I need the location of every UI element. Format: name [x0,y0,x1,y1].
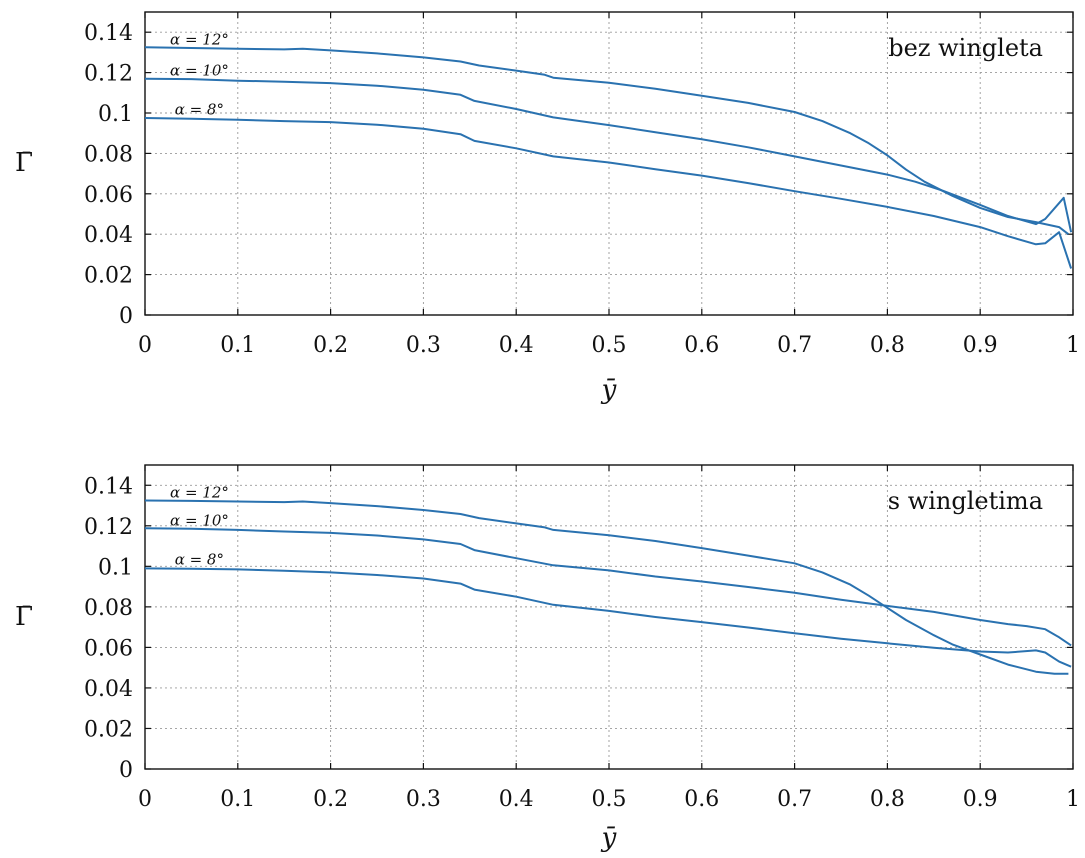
x-tick-label: 0.8 [870,333,905,358]
y-tick-label: 0.14 [84,474,133,499]
y-tick-label: 0.1 [98,102,133,127]
x-tick-label: 0.7 [777,333,812,358]
x-tick-label: 0.5 [592,787,627,812]
series-line-0 [144,46,1070,235]
y-tick-label: 0.14 [84,21,133,46]
series-line-1 [144,77,1073,233]
y-tick-label: 0 [119,758,133,783]
y-tick-label: 0.04 [84,677,133,702]
x-tick-label: 0.8 [870,787,905,812]
series-label: α = 8° [175,551,224,569]
y-tick-label: 0.06 [84,183,133,208]
chart-panel-no-winglet: 0 0.1 0.2 0.3 0.4 0.5 0.6 0.7 0.8 0.9 1 0 0.02 0.04 0.… [15,11,1080,405]
x-tick-label: 0 [138,787,152,812]
x-tick-label: 0.3 [406,787,441,812]
series-line-0 [144,499,1069,675]
x-tick-label: 0.2 [313,333,348,358]
x-axis-label: ȳ [601,375,617,405]
x-tick-label: 1 [1066,333,1080,358]
y-axis-label: Γ̄ [15,602,33,632]
series-label: α = 12° [170,30,229,48]
y-tick-label: 0.06 [84,636,133,661]
x-tick-label: 0.9 [963,787,998,812]
series-line-1 [144,527,1072,647]
x-tick-label: 0.5 [592,333,627,358]
y-tick-label: 0.1 [98,555,133,580]
series-label: α = 10° [170,62,229,80]
y-tick-label: 0.08 [84,596,133,621]
y-tick-label: 0.04 [84,223,133,248]
series-label: α = 10° [170,512,229,530]
series-line-2 [144,117,1073,269]
x-tick-label: 0.6 [684,333,719,358]
series-line-2 [144,567,1072,668]
x-tick-label: 0.9 [963,333,998,358]
x-tick-label: 1 [1066,787,1080,812]
y-tick-label: 0 [119,304,133,329]
x-tick-label: 0.6 [684,787,719,812]
x-tick-label: 0.1 [220,333,255,358]
y-tick-label: 0.02 [84,717,133,742]
y-axis-label: Γ̄ [15,148,33,178]
x-tick-label: 0.3 [406,333,441,358]
x-tick-label: 0.4 [499,333,534,358]
x-axis-label: ȳ [601,823,617,853]
series-label: α = 8° [175,101,224,119]
y-tick-label: 0.08 [84,142,133,167]
chart-panel-with-winglets: 0 0.1 0.2 0.3 0.4 0.5 0.6 0.7 0.8 0.9 1 0 0.02 0.04 0.… [15,464,1080,853]
y-tick-label: 0.12 [84,62,133,87]
x-tick-label: 0.1 [220,787,255,812]
x-tick-label: 0 [138,333,152,358]
y-tick-label: 0.02 [84,264,133,289]
panel-title: s wingletima [888,487,1043,515]
x-tick-label: 0.4 [499,787,534,812]
y-tick-label: 0.12 [84,515,133,540]
x-tick-label: 0.2 [313,787,348,812]
series-label: α = 12° [170,483,229,501]
x-tick-label: 0.7 [777,787,812,812]
panel-title: bez wingleta [888,34,1043,62]
